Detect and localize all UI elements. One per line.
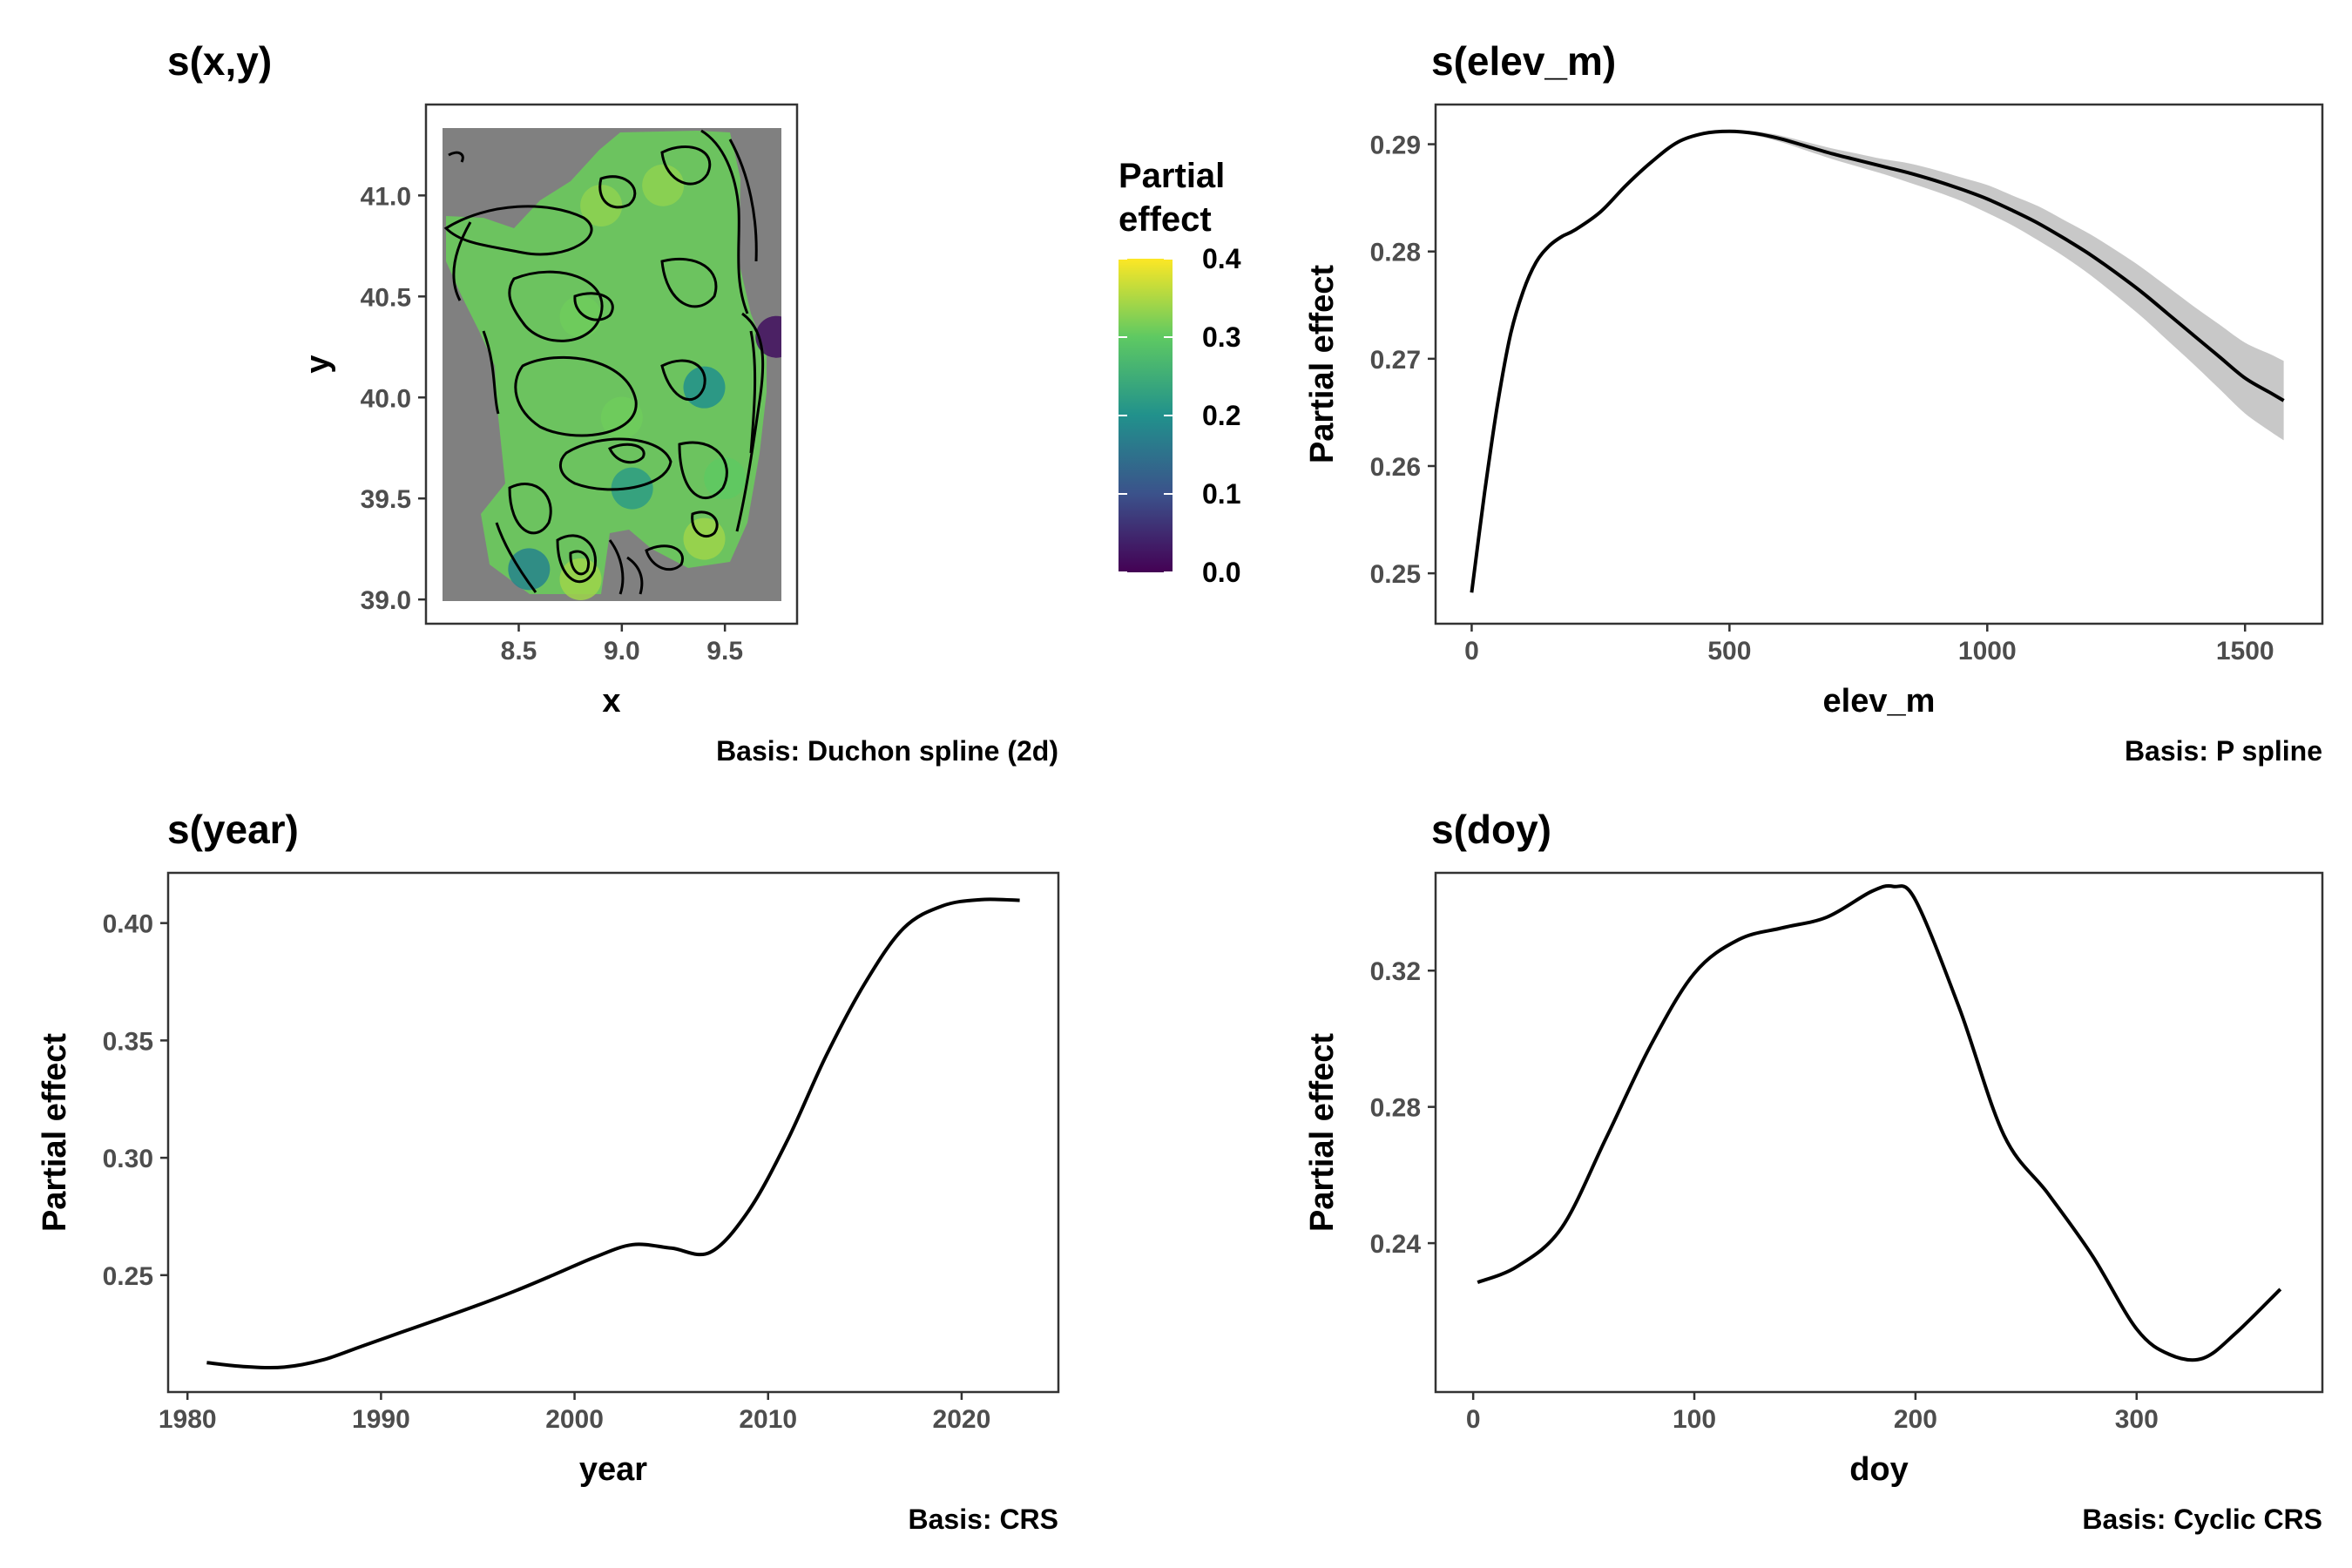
basis-caption: Basis: Cyclic CRS bbox=[2082, 1504, 2322, 1535]
x-tick-label: 2010 bbox=[739, 1405, 797, 1434]
x-axis-label: doy bbox=[1849, 1451, 1909, 1488]
y-tick-label: 0.32 bbox=[1370, 957, 1421, 986]
y-tick-label: 0.24 bbox=[1370, 1230, 1422, 1259]
legend-title-line-2: effect bbox=[1119, 200, 1212, 239]
series-line bbox=[1470, 129, 2285, 593]
x-tick-label: 1000 bbox=[1958, 637, 2017, 666]
x-tick-label: 2020 bbox=[933, 1405, 991, 1434]
y-tick-label: 0.40 bbox=[103, 910, 153, 939]
y-tick-label: 0.35 bbox=[103, 1027, 153, 1056]
surface-patch bbox=[580, 184, 623, 226]
x-tick-label: 1500 bbox=[2216, 637, 2274, 666]
x-tick-label: 9.0 bbox=[604, 637, 640, 666]
panel-title: s(doy) bbox=[1431, 807, 1551, 852]
y-tick-label: 0.28 bbox=[1370, 239, 1421, 267]
y-tick-label: 0.25 bbox=[1370, 560, 1421, 589]
y-tick-label: 0.27 bbox=[1370, 346, 1421, 375]
axes: 1980 1990 2000 2010 2020 0.25 0.30 0.35 0.40 bbox=[103, 910, 991, 1434]
series-line bbox=[1477, 884, 2282, 1362]
basis-caption: Basis: CRS bbox=[909, 1504, 1059, 1535]
y-tick-label: 40.5 bbox=[361, 283, 411, 312]
surface-patch bbox=[559, 295, 602, 338]
plot-frame bbox=[166, 871, 1060, 1394]
legend-title-line-1: Partial bbox=[1119, 157, 1225, 195]
contour-lines bbox=[443, 129, 765, 595]
y-tick-label: 0.25 bbox=[103, 1262, 153, 1291]
basis-caption: Basis: Duchon spline (2d) bbox=[716, 735, 1058, 767]
panel-elev: s(elev_m) 0 500 1000 1500 0.25 0.26 0.27 0.28 0.… bbox=[1304, 38, 2324, 767]
panel-title: s(year) bbox=[167, 807, 299, 852]
surface-patch bbox=[683, 517, 726, 560]
surface-patch bbox=[508, 548, 551, 591]
confidence-band bbox=[1471, 130, 2284, 593]
x-tick-label: 0 bbox=[1466, 1405, 1481, 1434]
y-axis-label: Partial effect bbox=[1304, 1033, 1341, 1232]
y-tick-label: 39.5 bbox=[361, 485, 411, 514]
legend-tick-label: 0.4 bbox=[1202, 243, 1241, 274]
surface-patch bbox=[600, 396, 643, 439]
colour-legend: Partial effect 0.0 0.1 0.2 0.3 0.4 bbox=[1119, 157, 1241, 588]
legend-tick-label: 0.3 bbox=[1202, 321, 1240, 353]
x-tick-label: 9.5 bbox=[706, 637, 743, 666]
legend-ticks: 0.0 0.1 0.2 0.3 0.4 bbox=[1119, 243, 1241, 588]
surface-layer bbox=[508, 164, 781, 600]
y-axis-label: y bbox=[300, 355, 336, 373]
series-line bbox=[206, 897, 1020, 1370]
axes: 8.5 9.0 9.5 39.0 39.5 40.0 40.5 41.0 bbox=[361, 182, 743, 666]
x-tick-label: 1980 bbox=[159, 1405, 217, 1434]
plot-frame bbox=[1434, 103, 2324, 625]
y-tick-label: 41.0 bbox=[361, 182, 411, 211]
x-tick-label: 1990 bbox=[352, 1405, 410, 1434]
x-tick-label: 2000 bbox=[545, 1405, 604, 1434]
y-axis-label: Partial effect bbox=[1304, 265, 1341, 463]
axes: 0 500 1000 1500 0.25 0.26 0.27 0.28 0.29 bbox=[1370, 132, 2274, 666]
x-tick-label: 0 bbox=[1464, 637, 1479, 666]
surface-region bbox=[446, 131, 767, 594]
x-axis-label: elev_m bbox=[1823, 683, 1936, 720]
basis-caption: Basis: P spline bbox=[2125, 735, 2322, 767]
legend-tick-label: 0.0 bbox=[1202, 557, 1240, 588]
x-tick-label: 500 bbox=[1707, 637, 1751, 666]
panel-doy: s(doy) 0 100 200 300 0.24 0.28 0.32 doy Partia… bbox=[1304, 807, 2324, 1535]
x-tick-label: 200 bbox=[1894, 1405, 1937, 1434]
surface-patch bbox=[704, 457, 747, 500]
x-tick-label: 300 bbox=[2115, 1405, 2159, 1434]
y-tick-label: 0.30 bbox=[103, 1145, 153, 1173]
panel-year: s(year) 1980 1990 2000 2010 2020 0.25 0.30 0.35… bbox=[37, 807, 1060, 1535]
x-axis-label: x bbox=[602, 683, 620, 720]
axes: 0 100 200 300 0.24 0.28 0.32 bbox=[1370, 957, 2159, 1434]
surface-patch bbox=[559, 558, 602, 600]
legend-tick-label: 0.2 bbox=[1202, 400, 1240, 431]
surface-patch bbox=[642, 164, 685, 206]
y-axis-label: Partial effect bbox=[37, 1033, 73, 1232]
panel-title: s(elev_m) bbox=[1431, 38, 1616, 84]
panel-xy: s(x,y) 8.5 9.0 9.5 39.0 39.5 40.0 40.5 41.0 x y… bbox=[167, 38, 1241, 767]
y-tick-label: 0.26 bbox=[1370, 453, 1421, 482]
x-tick-label: 100 bbox=[1673, 1405, 1716, 1434]
legend-tick-label: 0.1 bbox=[1202, 478, 1240, 510]
colour-bar bbox=[1119, 259, 1173, 572]
plot-frame bbox=[1434, 871, 2324, 1394]
y-tick-label: 39.0 bbox=[361, 586, 411, 615]
panel-title: s(x,y) bbox=[167, 38, 272, 84]
x-axis-label: year bbox=[579, 1451, 647, 1488]
y-tick-label: 0.29 bbox=[1370, 132, 1421, 160]
y-tick-label: 40.0 bbox=[361, 384, 411, 413]
x-tick-label: 8.5 bbox=[501, 637, 537, 666]
y-tick-label: 0.28 bbox=[1370, 1094, 1421, 1123]
